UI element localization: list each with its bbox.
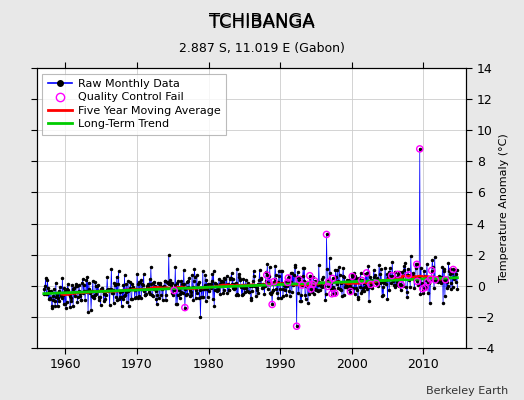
Point: [372, 280, 380, 287]
Point: [367, 281, 375, 288]
Point: [265, 280, 274, 286]
Point: [170, 287, 178, 294]
Point: [295, 276, 303, 283]
Point: [394, 271, 402, 278]
Y-axis label: Temperature Anomaly (°C): Temperature Anomaly (°C): [499, 134, 509, 282]
Point: [421, 284, 429, 291]
Point: [323, 283, 332, 290]
Point: [387, 272, 396, 279]
Point: [397, 282, 406, 288]
Point: [416, 146, 424, 152]
Point: [346, 288, 355, 295]
Point: [284, 275, 292, 281]
Point: [270, 278, 278, 285]
Point: [428, 267, 436, 274]
Point: [427, 276, 435, 282]
Point: [419, 286, 427, 292]
Point: [363, 270, 371, 276]
Point: [298, 282, 306, 288]
Point: [263, 272, 271, 278]
Point: [328, 290, 336, 297]
Point: [441, 276, 450, 283]
Text: Berkeley Earth: Berkeley Earth: [426, 386, 508, 396]
Point: [310, 278, 319, 284]
Point: [412, 261, 421, 268]
Point: [307, 286, 315, 292]
Point: [331, 290, 339, 296]
Point: [357, 277, 366, 284]
Text: 2.887 S, 11.019 E (Gabon): 2.887 S, 11.019 E (Gabon): [179, 42, 345, 55]
Point: [305, 272, 314, 279]
Legend: Raw Monthly Data, Quality Control Fail, Five Year Moving Average, Long-Term Tren: Raw Monthly Data, Quality Control Fail, …: [42, 74, 226, 135]
Point: [304, 281, 313, 288]
Point: [404, 272, 412, 278]
Text: TCHIBANGA: TCHIBANGA: [209, 14, 315, 32]
Point: [322, 231, 331, 238]
Point: [283, 279, 292, 286]
Point: [268, 301, 276, 308]
Text: TCHIBANGA: TCHIBANGA: [209, 12, 315, 30]
Point: [329, 275, 337, 282]
Point: [423, 279, 432, 285]
Point: [181, 304, 189, 311]
Point: [292, 323, 301, 330]
Point: [413, 278, 422, 285]
Point: [325, 279, 333, 285]
Point: [348, 273, 356, 280]
Point: [431, 276, 440, 283]
Point: [309, 281, 317, 288]
Point: [449, 266, 457, 273]
